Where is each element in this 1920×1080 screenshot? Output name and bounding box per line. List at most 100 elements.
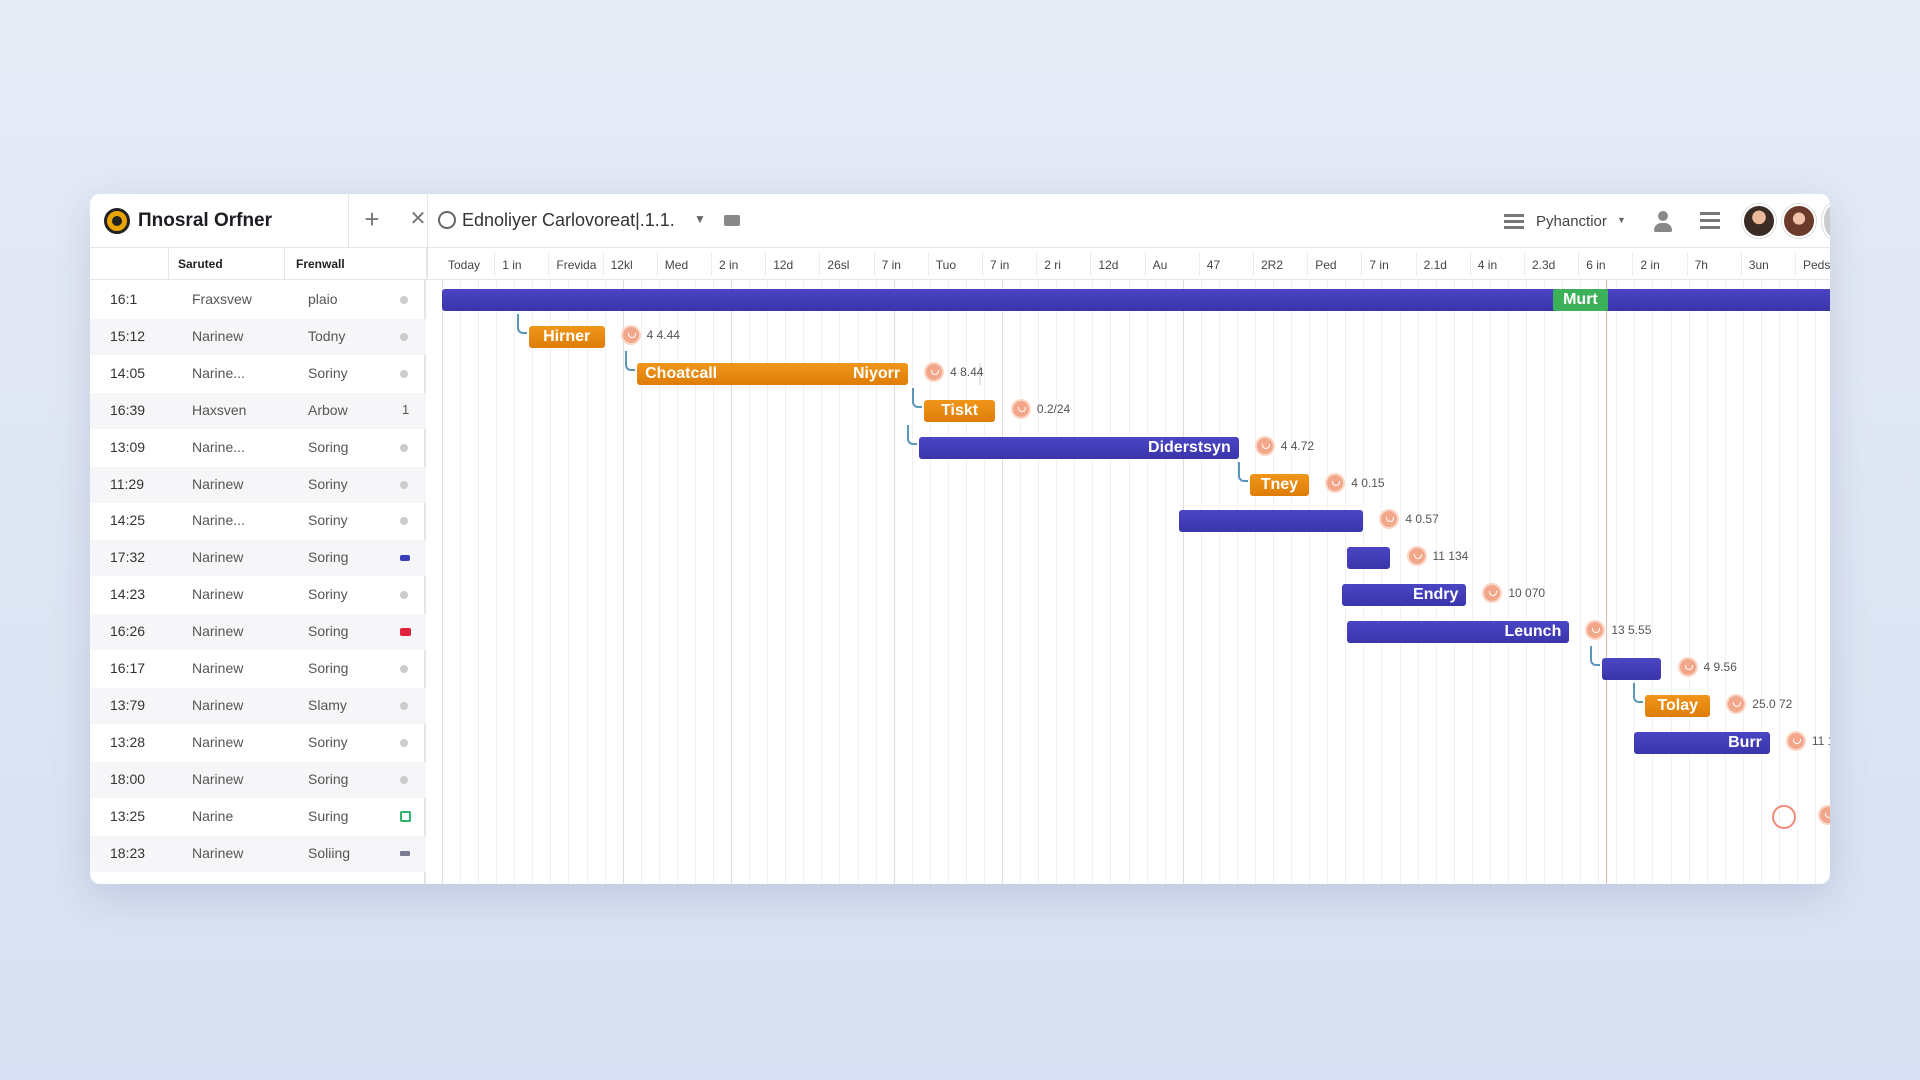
row-status: Soriny bbox=[308, 733, 348, 750]
resource-tag[interactable]: 4 4.44 bbox=[620, 324, 680, 345]
task-bar[interactable]: Tolay bbox=[1645, 694, 1711, 717]
resource-icon bbox=[1677, 657, 1698, 677]
timeline-tick-label: 2.1d bbox=[1423, 258, 1447, 272]
resource-tag[interactable]: 11 10 bbox=[1785, 730, 1830, 751]
task-bar[interactable]: Leunch bbox=[1347, 621, 1570, 644]
task-bar[interactable] bbox=[1179, 510, 1364, 533]
grid-line bbox=[1056, 280, 1058, 884]
task-bar[interactable]: Hirner bbox=[528, 325, 605, 348]
task-bar[interactable]: Endry bbox=[1341, 584, 1467, 607]
timeline-tick-label: Frevida bbox=[556, 258, 597, 272]
table-row[interactable]: 14:05 Narine... Soriny bbox=[90, 356, 426, 392]
task-bar[interactable] bbox=[442, 289, 1830, 311]
timeline-tick-label: 4 in bbox=[1477, 258, 1498, 272]
table-row[interactable]: 18:00 Narinew Soring bbox=[90, 761, 426, 798]
table-row[interactable]: 16:17 Narinew Soring bbox=[90, 651, 426, 687]
resource-tag[interactable]: 4 0.15 bbox=[1325, 472, 1385, 493]
grid-line bbox=[893, 280, 895, 884]
table-row[interactable]: 15:12 Narinew Todny bbox=[90, 318, 426, 355]
user-icon[interactable] bbox=[1653, 211, 1673, 233]
milestone-label[interactable]: Murt bbox=[1553, 289, 1608, 311]
task-bar[interactable]: Tiskt bbox=[924, 399, 995, 422]
row-time: 13:79 bbox=[110, 696, 146, 713]
status-indicator-icon bbox=[400, 332, 408, 341]
list-view-icon[interactable] bbox=[1504, 214, 1524, 229]
close-button[interactable]: ✕ bbox=[409, 208, 427, 230]
empty-milestone-icon[interactable] bbox=[1772, 804, 1797, 829]
resource-tag[interactable]: 0.2/24 bbox=[1010, 398, 1070, 419]
status-indicator-icon bbox=[400, 591, 408, 600]
resource-tag[interactable]: 4 8.44 bbox=[924, 361, 983, 382]
menu-icon[interactable] bbox=[1700, 212, 1720, 230]
grid-line bbox=[1381, 280, 1383, 884]
status-indicator-icon bbox=[400, 555, 410, 562]
timeline-tick-label: Au bbox=[1152, 258, 1168, 272]
table-row[interactable]: 18:23 Narinew Soliing bbox=[90, 835, 426, 872]
table-row[interactable]: 16:1 Fraxsvew plaio bbox=[90, 282, 426, 318]
row-time: 18:23 bbox=[110, 844, 146, 861]
resource-tag[interactable]: 11 134 bbox=[1406, 546, 1468, 567]
task-bar[interactable]: Choatcall Niyorr bbox=[637, 362, 982, 385]
grid-line bbox=[1815, 280, 1817, 884]
table-row[interactable]: 17:32 Narinew Soring bbox=[90, 540, 426, 577]
chevron-down-icon[interactable]: ▼ bbox=[694, 212, 706, 226]
tag-icon[interactable] bbox=[724, 215, 740, 226]
task-bar[interactable] bbox=[1601, 658, 1662, 680]
tick-divider bbox=[656, 252, 658, 276]
grid-line bbox=[1345, 280, 1347, 884]
grid-line bbox=[1327, 280, 1329, 884]
grid-line bbox=[767, 280, 769, 884]
add-button[interactable]: + bbox=[364, 204, 380, 234]
grid-line bbox=[1453, 280, 1455, 884]
timeline-tick-label: 7 in bbox=[881, 258, 901, 272]
dependency-connector bbox=[516, 313, 527, 334]
resource-tag[interactable]: 3 s bbox=[1818, 804, 1830, 825]
grid-line bbox=[731, 280, 733, 884]
table-row[interactable]: 13:79 Narinew Slamy bbox=[90, 687, 426, 724]
task-bar[interactable]: Burr bbox=[1634, 731, 1770, 754]
row-time: 16:1 bbox=[110, 291, 138, 307]
row-name: Narinew bbox=[192, 623, 244, 640]
column-header-frenwall[interactable]: Frenwall bbox=[296, 257, 345, 271]
grid-line bbox=[442, 280, 443, 884]
table-row[interactable]: 13:25 Narine Suring bbox=[90, 799, 426, 835]
avatar-icon[interactable] bbox=[1742, 204, 1776, 238]
task-bar[interactable]: Tney bbox=[1249, 473, 1310, 496]
table-row[interactable]: 11:29 Narinew Soriny bbox=[90, 466, 426, 503]
resource-tag[interactable]: 13 5.55 bbox=[1585, 620, 1651, 641]
grid-line bbox=[1435, 280, 1437, 884]
grid-line bbox=[1616, 280, 1618, 884]
grid-line bbox=[821, 280, 823, 884]
avatar-icon[interactable] bbox=[1782, 204, 1816, 238]
resource-tag[interactable]: 4 0.57 bbox=[1379, 509, 1439, 530]
table-row[interactable]: 14:23 Narinew Soriny bbox=[90, 577, 426, 613]
resource-tag[interactable]: 4 9.56 bbox=[1677, 657, 1737, 677]
table-row[interactable]: 16:39 Haxsven Arbow 1 bbox=[90, 392, 426, 429]
document-title[interactable]: Ednoliyer Carlovoreat|.1.1. bbox=[462, 210, 675, 230]
grid-line bbox=[839, 280, 841, 884]
table-row[interactable]: 13:28 Narinew Soriny bbox=[90, 725, 426, 761]
table-row[interactable]: 13:09 Narine... Soring bbox=[90, 430, 426, 466]
row-name: Fraxsvew bbox=[192, 291, 252, 307]
chevron-down-icon[interactable]: ▼ bbox=[1617, 215, 1626, 225]
task-bar[interactable] bbox=[1347, 547, 1391, 570]
view-selector[interactable]: Pyhanctior bbox=[1536, 213, 1607, 230]
resource-tag[interactable]: 10 070 bbox=[1482, 583, 1545, 604]
table-row[interactable]: 16:26 Narinew Soring bbox=[90, 614, 426, 651]
column-header-saruted[interactable]: Saruted bbox=[178, 257, 223, 271]
resource-icon bbox=[1254, 435, 1275, 456]
resource-icon bbox=[924, 361, 945, 382]
row-name: Haxsven bbox=[192, 401, 247, 418]
row-status: Soring bbox=[308, 770, 349, 787]
resource-value: 11 10 bbox=[1811, 733, 1830, 748]
timeline-tick-label: 1 in bbox=[502, 258, 522, 272]
row-time: 17:32 bbox=[110, 549, 146, 566]
resource-tag[interactable]: 25.0 72 bbox=[1726, 693, 1792, 714]
resource-value: 4 0.15 bbox=[1351, 475, 1385, 490]
table-row[interactable]: 14:25 Narine... Soriny bbox=[90, 503, 426, 539]
avatar-icon[interactable] bbox=[1822, 204, 1830, 238]
grid-line bbox=[694, 280, 696, 884]
task-bar-label: Diderstsyn bbox=[1148, 438, 1231, 456]
resource-tag[interactable]: 4 4.72 bbox=[1254, 435, 1314, 456]
task-bar[interactable]: Diderstsyn bbox=[918, 436, 1239, 459]
